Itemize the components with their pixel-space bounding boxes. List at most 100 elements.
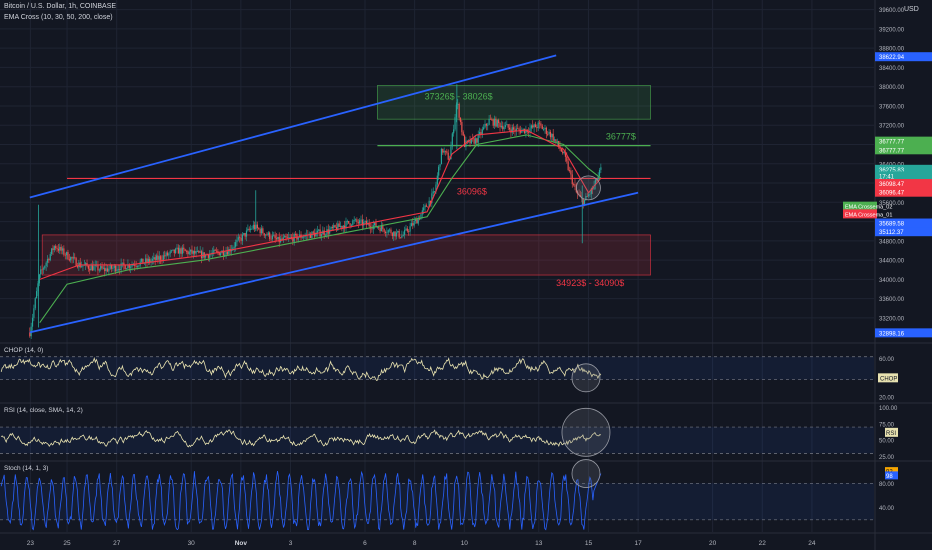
candle-body [228, 249, 230, 255]
candle-body [365, 220, 368, 225]
candle-body [142, 258, 144, 264]
candle-body [277, 236, 279, 240]
chart-title: Bitcoin / U.S. Dollar, 1h, COINBASE [4, 3, 117, 10]
candle-body [442, 148, 444, 153]
candle-body [184, 249, 186, 251]
candle-body [309, 233, 312, 238]
candle-body [128, 264, 130, 268]
candle-body [401, 235, 403, 238]
price-axis-badge [875, 179, 932, 189]
rsi-highlight-circle [561, 407, 611, 457]
candle-body [414, 219, 417, 221]
candle-body [195, 251, 197, 254]
time-axis-label: 30 [188, 540, 196, 547]
candle-body [154, 257, 156, 261]
price-axis-badge-label: 35689.58 [879, 222, 905, 228]
price-axis-tick: 37200.00 [879, 124, 905, 130]
candle-body [335, 227, 338, 231]
candle-body [46, 259, 49, 263]
candle-body [123, 262, 125, 266]
candle-body [247, 228, 249, 231]
candle-body [199, 251, 201, 253]
candle-body [100, 266, 102, 270]
candle-body [44, 266, 46, 269]
channel-lower-line [29, 191, 639, 334]
candle-body [513, 127, 515, 130]
candle-body [397, 230, 399, 233]
candle-body [488, 118, 490, 125]
rsi-badge-label: RSI [886, 431, 896, 437]
highlight-circle-price [576, 175, 601, 201]
candle-body [502, 125, 504, 130]
time-axis-label: 15 [585, 540, 593, 547]
candle-body [447, 152, 449, 160]
candle-body [170, 250, 173, 252]
candle-body [473, 138, 475, 144]
candle-body [423, 207, 425, 211]
price-axis-badge [875, 227, 932, 237]
candle-body [45, 262, 47, 267]
candle-body [458, 103, 460, 118]
candle-body [382, 225, 384, 229]
candle-body [67, 252, 69, 260]
candle-body [424, 205, 426, 208]
candle-body [236, 239, 238, 243]
candle-body [149, 258, 151, 263]
candle-body [360, 219, 362, 221]
candle-body [55, 246, 57, 249]
price-axis-badge [875, 136, 932, 146]
candle-body [326, 229, 328, 235]
candle-body [478, 132, 481, 135]
ema-slow-line [39, 134, 602, 324]
candle-body [180, 248, 182, 254]
price-axis-tick: 38800.00 [879, 47, 905, 53]
candle-body [344, 225, 346, 229]
candle-body [398, 230, 400, 238]
candle-body [339, 225, 342, 227]
candle-body [218, 252, 220, 256]
candle-body [523, 128, 526, 134]
chop-title: CHOP (14, 0) [4, 347, 43, 354]
candle-body [368, 223, 370, 227]
chop-highlight-circle [571, 363, 601, 393]
chop-badge-label: CHOP [880, 376, 897, 382]
candle-body [207, 254, 209, 258]
candle-body [446, 151, 448, 153]
candle-body [292, 237, 294, 242]
candle-body [119, 269, 121, 271]
candle-body [451, 133, 453, 147]
candle-body [205, 254, 207, 258]
candle-body [209, 254, 211, 258]
channel-upper-line [29, 54, 557, 199]
candle-body [404, 230, 406, 235]
candle-body [222, 250, 224, 256]
candle-body [492, 119, 494, 126]
candle-body [51, 248, 53, 255]
candle-body [90, 265, 92, 271]
stoch-badge-bottom-label: 98 [886, 474, 893, 480]
ema-side-badge-label: EMA Crossema_02 [845, 205, 892, 211]
stoch-title: Stoch (14, 1, 3) [4, 465, 48, 472]
candle-body [391, 233, 393, 236]
candle-body [334, 225, 336, 228]
candle-body [301, 237, 303, 239]
candle-body [248, 228, 250, 230]
candle-body [483, 127, 485, 130]
candle-body [364, 220, 366, 223]
candle-body [544, 127, 546, 130]
candle-body [109, 265, 111, 269]
candle-body [493, 118, 496, 126]
candle-body [361, 219, 363, 226]
candle-body [233, 246, 235, 248]
candle-body [470, 138, 472, 144]
candle-body [346, 220, 348, 222]
candle-body [217, 251, 219, 253]
ema-fast-line [39, 129, 602, 280]
candle-body [64, 254, 66, 256]
candle-body [553, 139, 556, 141]
zone-label-support: 34923$ - 34090$ [556, 278, 624, 288]
time-axis-label: 23 [27, 540, 35, 547]
candle-body [70, 257, 72, 261]
candle-body [594, 179, 597, 186]
